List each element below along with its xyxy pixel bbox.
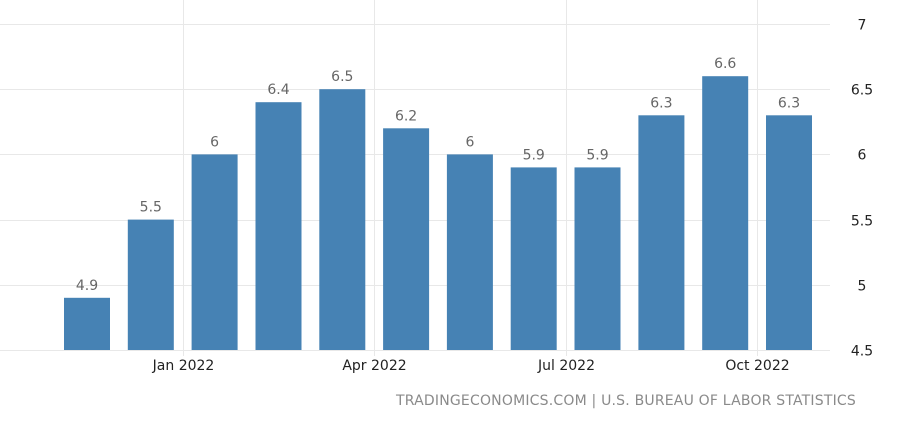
bar <box>766 115 812 350</box>
bar <box>510 167 557 350</box>
bar <box>383 128 430 350</box>
bar-value-label: 6 <box>210 134 219 150</box>
bar <box>702 76 749 350</box>
bar <box>255 102 302 350</box>
bar-value-label: 6.4 <box>267 82 289 98</box>
y-tick-label: 5 <box>858 279 867 295</box>
source-caption: TRADINGECONOMICS.COM | U.S. BUREAU OF LA… <box>396 393 856 409</box>
x-tick-label: Jan 2022 <box>152 358 215 374</box>
y-tick-label: 7 <box>858 18 867 34</box>
bar <box>638 115 685 350</box>
bar-value-label: 6.3 <box>650 95 672 111</box>
bar <box>191 154 238 350</box>
bar <box>446 154 493 350</box>
x-tick-label: Oct 2022 <box>725 358 789 374</box>
bar-value-label: 6.3 <box>778 95 800 111</box>
x-tick-label: Jul 2022 <box>537 358 595 374</box>
bar <box>127 219 174 350</box>
bars <box>64 76 812 350</box>
bar-value-label: 5.9 <box>586 147 608 163</box>
y-tick-label: 5.5 <box>851 214 873 230</box>
bar <box>64 297 110 350</box>
bar-value-label: 4.9 <box>76 278 98 294</box>
x-axis-tick-labels: Jan 2022 Apr 2022 Jul 2022 Oct 2022 <box>152 358 790 374</box>
y-tick-label: 4.5 <box>851 344 873 360</box>
y-tick-label: 6 <box>858 148 867 164</box>
bar-value-label: 6 <box>465 134 474 150</box>
bar-value-label: 5.5 <box>140 200 162 216</box>
bar <box>319 89 366 350</box>
bar-value-label: 6.5 <box>331 69 353 85</box>
bar-value-label: 6.6 <box>714 56 736 72</box>
y-tick-label: 6.5 <box>851 83 873 99</box>
bar-value-label: 6.2 <box>395 108 417 124</box>
data-labels: 4.9 5.5 6 6.4 6.5 6.2 6 5.9 5.9 6.3 6.6 6.3 <box>76 56 800 294</box>
bar <box>574 167 621 350</box>
x-tick-label: Apr 2022 <box>342 358 406 374</box>
bar-value-label: 5.9 <box>523 147 545 163</box>
y-axis-tick-labels: 4.5 5 5.5 6 6.5 7 <box>851 18 873 360</box>
